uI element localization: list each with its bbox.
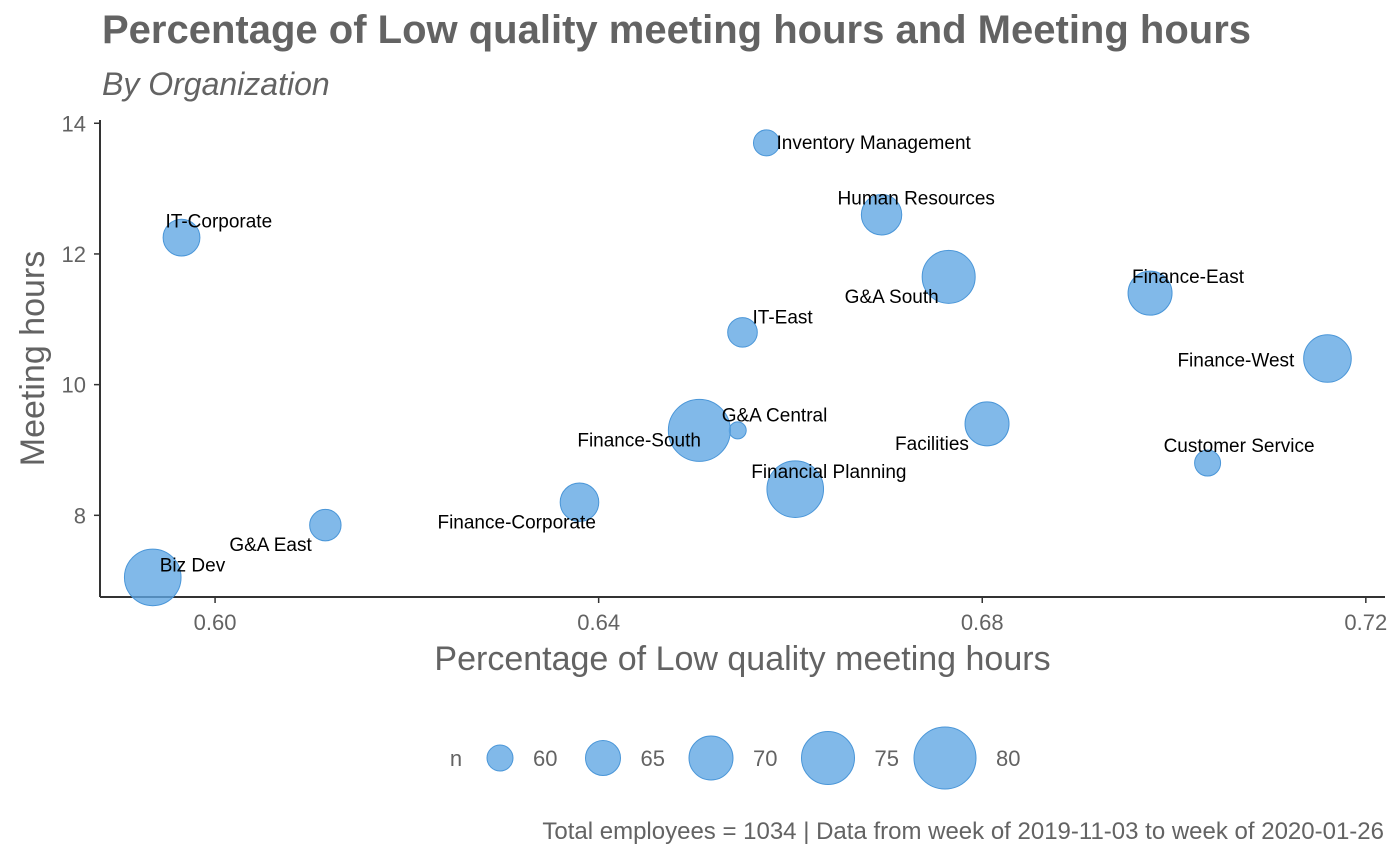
x-tick-label: 0.72 bbox=[1344, 610, 1387, 635]
data-point-label: Human Resources bbox=[838, 189, 995, 210]
data-point-label: Facilities bbox=[895, 434, 969, 455]
data-point-label: Finance-South bbox=[577, 430, 701, 451]
legend-key bbox=[486, 744, 514, 772]
data-point-label: Customer Service bbox=[1164, 436, 1315, 457]
data-point-label: Biz Dev bbox=[160, 555, 226, 576]
y-axis-title: Meeting hours bbox=[14, 251, 52, 466]
data-point-label: IT-Corporate bbox=[166, 212, 273, 233]
x-tick-label: 0.60 bbox=[194, 610, 237, 635]
size-legend: n 60 65 70 75 80 bbox=[450, 726, 1020, 790]
data-point bbox=[964, 401, 1010, 447]
data-point bbox=[559, 482, 600, 523]
legend-key bbox=[585, 740, 621, 776]
data-point bbox=[752, 129, 780, 157]
data-point-label: Finance-East bbox=[1132, 267, 1245, 288]
data-point-label: G&A Central bbox=[722, 405, 828, 426]
y-tick-label: 14 bbox=[62, 111, 86, 136]
data-point bbox=[766, 460, 825, 518]
point-labels-layer: Inventory Management Human Resources IT-Co… bbox=[160, 133, 1315, 577]
legend-label: 65 bbox=[641, 746, 665, 771]
data-point bbox=[667, 398, 731, 462]
x-tick-label: 0.64 bbox=[577, 610, 620, 635]
y-tick-label: 8 bbox=[74, 503, 86, 528]
legend-title: n bbox=[450, 746, 462, 771]
points-layer bbox=[123, 129, 1352, 607]
legend-label: 70 bbox=[753, 746, 777, 771]
x-tick-label: 0.68 bbox=[961, 610, 1004, 635]
x-axis-title: Percentage of Low quality meeting hours bbox=[434, 640, 1050, 678]
data-point-label: IT-East bbox=[753, 307, 814, 328]
data-point bbox=[860, 194, 903, 236]
legend-label: 60 bbox=[533, 746, 557, 771]
data-point bbox=[123, 548, 182, 607]
data-point-label: Inventory Management bbox=[776, 133, 971, 154]
data-point bbox=[1303, 334, 1352, 383]
data-point bbox=[162, 218, 201, 257]
axes: 0.60 0.64 0.68 0.72 8 10 12 14 Percentage of Low… bbox=[14, 111, 1387, 678]
data-point-label: Finance-Corporate bbox=[437, 512, 595, 533]
y-tick-label: 12 bbox=[62, 242, 86, 267]
chart-title: Percentage of Low quality meeting hours … bbox=[102, 8, 1252, 52]
data-point bbox=[921, 249, 976, 304]
legend-key bbox=[688, 735, 734, 781]
data-point-label: Financial Planning bbox=[751, 462, 906, 483]
legend-key bbox=[801, 731, 855, 785]
data-point-label: G&A East bbox=[229, 535, 312, 556]
chart-caption: Total employees = 1034 | Data from week … bbox=[542, 818, 1384, 845]
data-point bbox=[1194, 449, 1222, 477]
chart-subtitle: By Organization bbox=[102, 66, 330, 102]
data-point bbox=[1127, 270, 1173, 316]
legend-label: 80 bbox=[996, 746, 1020, 771]
data-point-label: G&A South bbox=[845, 287, 939, 308]
legend-key bbox=[913, 726, 977, 790]
legend-label: 75 bbox=[875, 746, 899, 771]
y-tick-label: 10 bbox=[62, 373, 86, 398]
data-point bbox=[309, 508, 342, 542]
data-point-label: Finance-West bbox=[1177, 351, 1295, 372]
data-point bbox=[727, 317, 758, 348]
